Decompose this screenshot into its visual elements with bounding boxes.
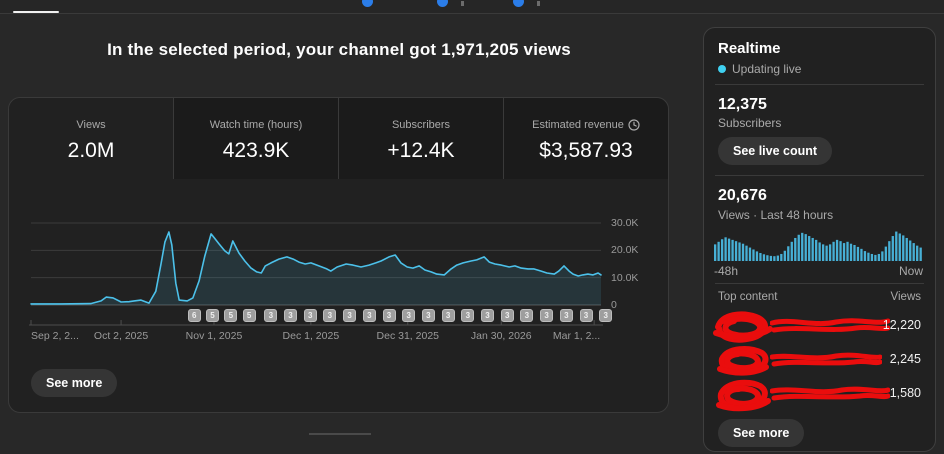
tab-label: Estimated revenue bbox=[532, 119, 624, 131]
publish-count-badge[interactable]: 3 bbox=[540, 309, 554, 322]
y-tick-label: 20.0K bbox=[611, 244, 639, 257]
tab-value: +12.4K bbox=[387, 139, 455, 162]
see-live-count-button[interactable]: See live count bbox=[718, 137, 833, 165]
x-tick-label: Mar 1, 2... bbox=[552, 330, 601, 342]
redaction-scribble-title bbox=[770, 318, 890, 333]
publish-count-badge[interactable]: 3 bbox=[599, 309, 613, 322]
tab-label: Views bbox=[76, 119, 106, 131]
publish-count-badge[interactable]: 3 bbox=[264, 309, 278, 322]
top-content-views-value: 1,580 bbox=[889, 386, 921, 400]
publish-count-badge[interactable]: 3 bbox=[421, 309, 435, 322]
y-tick-label: 0 bbox=[611, 299, 617, 311]
top-content-views-value: 2,245 bbox=[889, 352, 921, 366]
redaction-scribble-thumbnail bbox=[717, 346, 769, 376]
realtime-panel: Realtime Updating live 12,375 Subscriber… bbox=[703, 27, 936, 452]
publish-count-badge[interactable]: 3 bbox=[500, 309, 514, 322]
publish-count-badge[interactable]: 6 bbox=[187, 309, 201, 322]
publish-count-badge[interactable]: 3 bbox=[323, 309, 337, 322]
views-48h-count: 20,676 bbox=[718, 187, 767, 204]
publish-count-badge[interactable]: 3 bbox=[579, 309, 593, 322]
clock-icon bbox=[628, 119, 640, 131]
publish-count-badge[interactable]: 3 bbox=[362, 309, 376, 322]
partial-blue-icon bbox=[362, 0, 373, 7]
publish-count-badge[interactable]: 3 bbox=[382, 309, 396, 322]
x-tick-label: Sep 2, 2... bbox=[31, 330, 79, 342]
publish-count-badge[interactable]: 3 bbox=[481, 309, 494, 322]
realtime-title: Realtime bbox=[718, 40, 781, 57]
divider bbox=[715, 283, 924, 284]
tab-value: 423.9K bbox=[222, 139, 290, 162]
top-content-row[interactable]: 12,220 bbox=[712, 309, 921, 343]
realtime-bar-chart bbox=[714, 231, 922, 261]
publish-count-badge[interactable]: 3 bbox=[559, 309, 573, 322]
publish-count-badge[interactable]: 5 bbox=[206, 309, 219, 322]
x-tick-label: Nov 1, 2025 bbox=[185, 330, 243, 342]
x-tick-label: Oct 2, 2025 bbox=[93, 330, 149, 342]
cropped-text-remnant bbox=[461, 1, 464, 6]
views-line-chart-canvas bbox=[29, 222, 603, 326]
x-tick-label: Jan 30, 2026 bbox=[470, 330, 532, 342]
axis-label-48h: -48h bbox=[714, 264, 739, 278]
tab-label: Watch time (hours) bbox=[209, 119, 303, 131]
divider bbox=[715, 175, 924, 176]
subscribers-label: Subscribers bbox=[718, 116, 782, 130]
publish-count-badge[interactable]: 3 bbox=[461, 309, 475, 322]
tab-watch-time-hours[interactable]: Watch time (hours) 423.9K bbox=[174, 98, 339, 179]
page-title: In the selected period, your channel got… bbox=[107, 40, 571, 59]
redaction-scribble-thumbnail bbox=[716, 379, 771, 412]
tab-views[interactable]: Views 2.0M bbox=[9, 98, 174, 179]
partial-blue-icon bbox=[437, 0, 448, 7]
top-content-header: Top content bbox=[718, 291, 778, 303]
publish-count-badge[interactable]: 3 bbox=[303, 309, 317, 322]
top-tab-strip bbox=[0, 0, 944, 14]
publish-count-badge[interactable]: 3 bbox=[402, 309, 416, 322]
updating-live-status: Updating live bbox=[718, 62, 801, 76]
tab-value: 2.0M bbox=[67, 139, 115, 162]
publish-count-badge[interactable]: 5 bbox=[224, 309, 238, 322]
realtime-subscriber-count: 12,375 bbox=[718, 96, 767, 113]
divider bbox=[715, 84, 924, 85]
y-tick-label: 10.0K bbox=[611, 271, 639, 284]
top-content-row[interactable]: 2,245 bbox=[712, 343, 921, 376]
updating-live-label: Updating live bbox=[732, 62, 802, 76]
partial-blue-icon bbox=[513, 0, 524, 7]
analytics-card: Views 2.0M Watch time (hours) 423.9K Subscri… bbox=[8, 97, 669, 413]
y-tick-label: 30.0K bbox=[611, 217, 639, 229]
publish-count-badge[interactable]: 5 bbox=[242, 309, 256, 322]
tab-estimated-revenue[interactable]: Estimated revenue $3,587.93 bbox=[504, 98, 668, 179]
views-line-chart bbox=[9, 179, 670, 329]
see-more-button[interactable]: See more bbox=[31, 369, 118, 397]
publish-count-badge[interactable]: 3 bbox=[441, 309, 455, 322]
top-content-views-value: 12,220 bbox=[882, 318, 921, 332]
publish-count-badge[interactable]: 3 bbox=[520, 309, 534, 322]
axis-label-now: Now bbox=[898, 264, 923, 278]
publish-count-badge[interactable]: 3 bbox=[343, 309, 357, 322]
x-tick-label: Dec 1, 2025 bbox=[282, 330, 340, 342]
x-tick-label: Dec 31, 2025 bbox=[376, 330, 439, 342]
top-content-views-header: Views bbox=[890, 291, 921, 303]
live-dot-icon bbox=[718, 65, 726, 73]
top-content-row[interactable]: 1,580 bbox=[712, 377, 921, 412]
selected-tab-indicator bbox=[13, 11, 59, 13]
tab-label: Subscribers bbox=[391, 119, 451, 131]
redaction-scribble-title bbox=[770, 386, 890, 401]
divider bbox=[309, 433, 371, 435]
publish-count-badge[interactable]: 3 bbox=[284, 309, 297, 322]
redaction-scribble-title bbox=[770, 352, 882, 367]
cropped-text-remnant bbox=[537, 1, 540, 6]
see-more-button[interactable]: See more bbox=[718, 419, 805, 447]
views-48h-label: Views · Last 48 hours bbox=[718, 208, 834, 222]
tab-subscribers[interactable]: Subscribers +12.4K bbox=[339, 98, 504, 179]
tab-value: $3,587.93 bbox=[539, 139, 633, 162]
redaction-scribble-thumbnail bbox=[713, 311, 773, 343]
metric-tabs: Views 2.0M Watch time (hours) 423.9K Subscri… bbox=[9, 98, 668, 179]
